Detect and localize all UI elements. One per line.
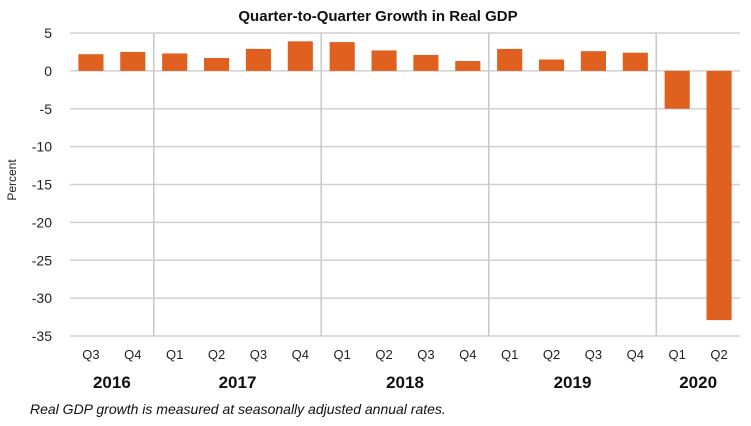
y-tick-label: -30 [32, 290, 52, 306]
x-tick-label: Q3 [250, 347, 267, 362]
x-tick-label: Q3 [417, 347, 434, 362]
y-tick-label: -20 [32, 214, 52, 230]
x-tick-label: Q4 [124, 347, 141, 362]
bar [162, 53, 188, 71]
y-tick-label: -10 [32, 139, 52, 155]
bar [664, 70, 690, 109]
year-label: 2019 [554, 373, 592, 392]
bar [204, 57, 230, 71]
year-label: 2016 [93, 373, 131, 392]
bar [539, 59, 565, 71]
x-tick-label: Q2 [375, 347, 392, 362]
y-tick-label: 5 [44, 25, 52, 41]
x-tick-label: Q4 [292, 347, 309, 362]
y-tick-label: 0 [44, 63, 52, 79]
bar [413, 54, 439, 71]
y-tick-label: -35 [32, 328, 52, 344]
y-tick-label: -15 [32, 177, 52, 193]
bar [706, 70, 732, 321]
x-tick-label: Q2 [710, 347, 727, 362]
bar [78, 54, 104, 71]
x-tick-label: Q2 [543, 347, 560, 362]
x-tick-label: Q2 [208, 347, 225, 362]
x-tick-label: Q4 [459, 347, 476, 362]
bar [245, 48, 271, 71]
bar [329, 42, 355, 71]
bar [497, 48, 523, 71]
bar [287, 41, 313, 71]
y-tick-label: -5 [40, 101, 53, 117]
x-tick-label: Q1 [669, 347, 686, 362]
bar [371, 50, 397, 71]
x-tick-label: Q1 [166, 347, 183, 362]
chart-title: Quarter-to-Quarter Growth in Real GDP [238, 8, 517, 25]
x-tick-label: Q1 [501, 347, 518, 362]
x-tick-label: Q4 [627, 347, 644, 362]
year-label: 2018 [386, 373, 424, 392]
y-axis-label: Percent [5, 159, 19, 201]
bar [455, 61, 481, 71]
bar [580, 51, 606, 71]
chart-footnote: Real GDP growth is measured at seasonall… [30, 401, 446, 417]
year-label: 2017 [219, 373, 257, 392]
x-tick-label: Q3 [82, 347, 99, 362]
bar [622, 52, 648, 71]
x-tick-label: Q1 [334, 347, 351, 362]
x-tick-label: Q3 [585, 347, 602, 362]
year-label: 2020 [679, 373, 717, 392]
y-tick-label: -25 [32, 252, 52, 268]
bar [120, 51, 146, 71]
